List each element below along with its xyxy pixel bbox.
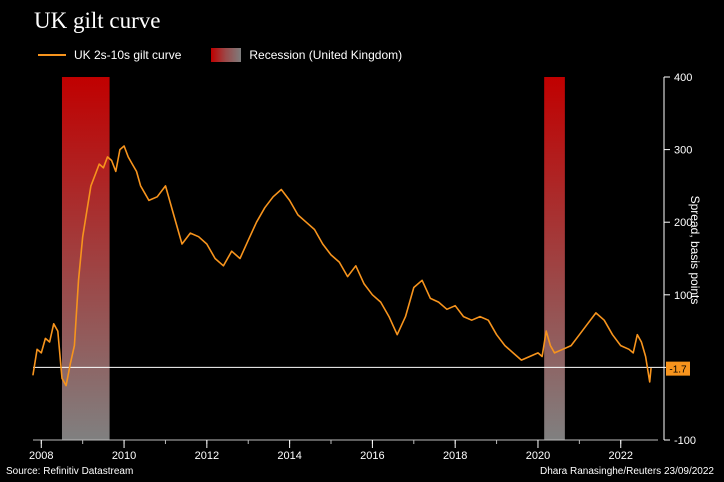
recession-band-2 xyxy=(544,77,565,440)
y-tick-label: -100 xyxy=(674,435,696,447)
chart-title: UK gilt curve xyxy=(34,8,161,33)
recession-band-1 xyxy=(61,77,110,440)
series-lines xyxy=(32,145,652,387)
legend-recession-swatch xyxy=(211,48,242,62)
x-tick-label-2016: 2016 xyxy=(360,450,384,462)
x-tick-label-2020: 2020 xyxy=(526,450,550,462)
legend-label-gilt-curve: UK 2s-10s gilt curve xyxy=(74,48,182,62)
x-tick-label-2018: 2018 xyxy=(443,450,467,462)
series-line-1 xyxy=(32,145,652,387)
credit-note: Dhara Ranasinghe/Reuters 23/09/2022 xyxy=(539,466,714,477)
x-tick-label-2014: 2014 xyxy=(277,450,301,462)
y-tick-label: 100 xyxy=(674,290,692,302)
source-note: Source: Refinitiv Datastream xyxy=(6,466,134,477)
annotations: -1.7 xyxy=(666,361,690,376)
y-tick-label: 300 xyxy=(674,145,692,157)
recession-bands xyxy=(61,77,565,440)
legend-item-recession: Recession (United Kingdom) xyxy=(211,48,402,62)
legend-label-recession: Recession (United Kingdom) xyxy=(249,48,403,62)
y-tick-label: 200 xyxy=(674,217,692,229)
last-value-badge xyxy=(666,361,690,376)
y-tick-label: 400 xyxy=(674,72,692,84)
axes: 2008 2010 2012 2014 2016 2018 2020 2022 400 300 20… xyxy=(29,72,696,462)
legend: UK 2s-10s gilt curve Recession (United K… xyxy=(38,46,432,64)
x-tick-label-2022: 2022 xyxy=(609,450,633,462)
y-axis-label: Spread, basis points xyxy=(688,195,702,305)
x-tick-label-2012: 2012 xyxy=(195,450,219,462)
x-tick-label-2010: 2010 xyxy=(112,450,136,462)
legend-line-swatch xyxy=(38,54,66,56)
last-value-label: -1.7 xyxy=(669,365,687,376)
legend-item-gilt-curve: UK 2s-10s gilt curve xyxy=(38,48,181,62)
x-tick-label-2008: 2008 xyxy=(29,450,53,462)
